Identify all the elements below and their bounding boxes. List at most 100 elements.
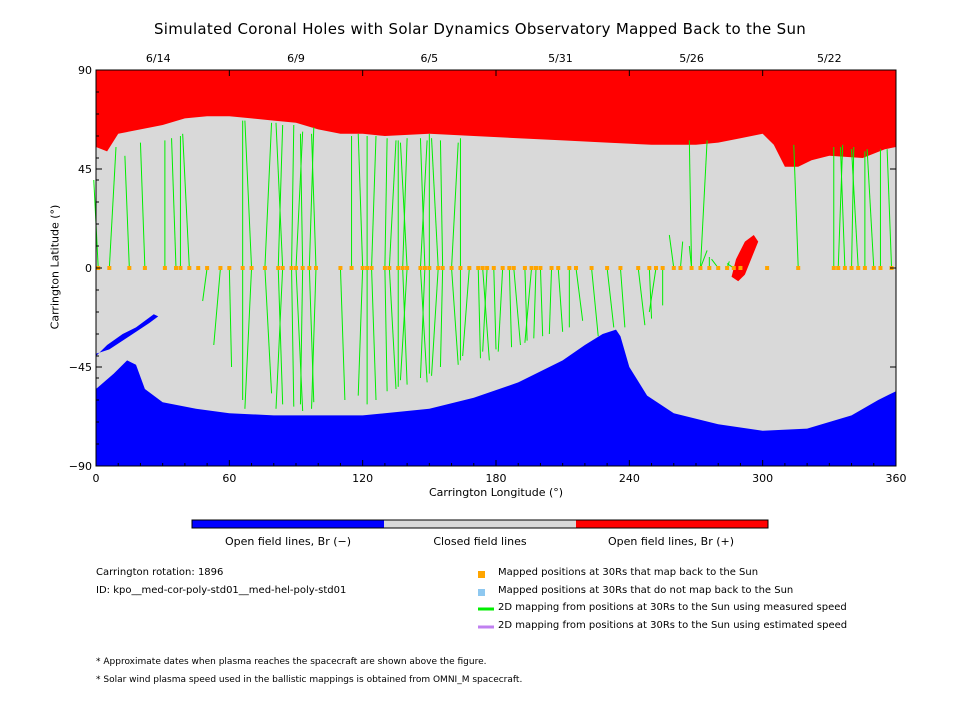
mapped-position-marker: [387, 266, 392, 270]
mapping-line: [399, 267, 408, 381]
mapped-position-marker: [396, 266, 401, 270]
y-tick-label: 45: [78, 163, 92, 176]
mapping-line: [311, 267, 317, 409]
mapped-position-marker: [262, 266, 267, 270]
mapping-line: [837, 144, 844, 269]
mapped-position-marker: [436, 266, 441, 270]
mapped-position-marker: [476, 266, 481, 270]
mapped-position-marker: [338, 266, 343, 270]
mapping-line: [688, 245, 693, 269]
mapping-line: [524, 267, 528, 341]
mapped-position-marker: [485, 266, 490, 270]
date-tick-label: 6/9: [287, 52, 305, 65]
mapping-line: [851, 146, 855, 269]
mapped-position-marker: [491, 266, 496, 270]
y-tick-label: 90: [78, 64, 92, 77]
mapped-position-marker: [249, 266, 254, 270]
colorbar-label-open-positive: Open field lines, Br (+): [607, 535, 735, 548]
mapping-line: [575, 267, 584, 321]
mapping-line: [399, 142, 408, 269]
mapped-position-marker: [725, 266, 730, 270]
mapped-position-marker: [618, 266, 623, 270]
mapped-position-marker: [636, 266, 641, 270]
mapped-position-marker: [765, 266, 770, 270]
mapping-line: [388, 140, 397, 269]
purple-line-marker: [478, 625, 494, 629]
negative-patch: [96, 314, 159, 356]
mapped-position-marker: [162, 266, 167, 270]
mapped-position-marker: [689, 266, 694, 270]
mapping-line: [493, 267, 497, 350]
mapped-position-marker: [574, 266, 578, 270]
mapping-line: [244, 120, 253, 269]
mapping-line: [291, 124, 295, 269]
mapped-position-marker: [369, 266, 374, 270]
mapped-position-marker: [529, 266, 534, 270]
mapped-position-marker: [205, 266, 210, 270]
mapped-position-marker: [314, 266, 318, 270]
mapped-position-marker: [878, 266, 883, 270]
mapped-position-marker: [871, 266, 876, 270]
mapping-line: [402, 267, 408, 385]
mapped-position-marker: [365, 266, 370, 270]
mapped-position-marker: [107, 266, 112, 270]
mapped-position-marker: [400, 266, 405, 270]
mapped-position-marker: [698, 266, 703, 270]
mapping-line: [866, 149, 875, 269]
mapping-line: [431, 267, 439, 376]
mapping-line: [308, 267, 315, 403]
x-tick-label: 240: [619, 472, 640, 485]
colorbar-label-closed: Closed field lines: [433, 535, 527, 548]
mapping-line: [171, 138, 177, 269]
mapping-line: [228, 267, 233, 368]
mapped-position-marker: [605, 266, 610, 270]
mapping-line: [648, 267, 657, 313]
mapping-line: [388, 267, 397, 390]
mapping-line: [839, 146, 846, 269]
south-coronal-hole: [96, 329, 896, 466]
mapping-line: [508, 267, 513, 348]
mapped-position-marker: [507, 266, 512, 270]
mapped-position-marker: [511, 266, 516, 270]
date-tick-label: 6/14: [146, 52, 171, 65]
mapped-position-marker: [660, 266, 665, 270]
mapping-line: [524, 267, 533, 343]
mapping-line: [513, 267, 521, 346]
mapping-line: [557, 267, 564, 332]
mapping-line: [851, 149, 859, 269]
mapped-position-marker: [678, 266, 683, 270]
x-tick-label: 0: [93, 472, 100, 485]
mapping-line: [139, 142, 146, 269]
x-axis-label: Carrington Longitude (°): [428, 486, 564, 499]
footnote-speed-source: * Solar wind plasma speed used in the ba…: [96, 675, 523, 685]
mapped-position-marker: [142, 266, 147, 270]
mapping-line: [275, 267, 284, 409]
mapping-line: [124, 155, 130, 269]
mapped-position-marker: [349, 266, 354, 270]
mapped-position-marker: [849, 266, 854, 270]
colorbar-closed: [384, 520, 576, 528]
mapping-line: [264, 267, 273, 394]
colorbar-frame: [191, 519, 769, 529]
footnote-dates: * Approximate dates when plasma reaches …: [96, 657, 487, 667]
mapping-line: [244, 267, 253, 409]
model-id-text: ID: kpo__med-cor-poly-std01__med-hel-pol…: [96, 585, 347, 596]
mapped-position-marker: [556, 266, 561, 270]
mapping-line: [619, 267, 626, 328]
orange-square-marker: [478, 571, 485, 578]
mapped-position-marker: [589, 266, 594, 270]
x-tick-label: 60: [222, 472, 236, 485]
mapping-line: [357, 267, 364, 396]
mapping-line: [311, 133, 317, 269]
mapped-position-marker: [187, 266, 192, 270]
mapped-position-marker: [422, 266, 427, 270]
mapped-position-marker: [538, 266, 543, 270]
mapped-position-marker: [647, 266, 652, 270]
colorbar-label-open-negative: Open field lines, Br (−): [224, 535, 352, 548]
mapped-position-marker: [418, 266, 423, 270]
date-tick-label: 5/26: [679, 52, 704, 65]
mapped-position-marker: [549, 266, 554, 270]
mapping-line: [371, 267, 377, 401]
mapping-line: [384, 267, 388, 392]
